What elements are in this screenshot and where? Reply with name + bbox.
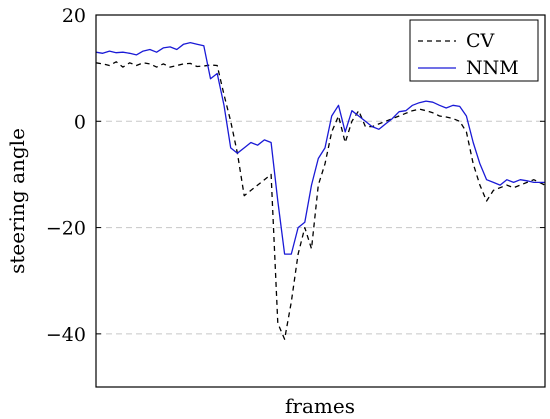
x-axis-label: frames	[285, 394, 355, 418]
series-line-cv	[95, 61, 546, 340]
legend-label-cv: CV	[466, 30, 495, 52]
y-axis-label: steering angle	[5, 128, 29, 274]
y-tick-label: −20	[46, 218, 86, 240]
series-line-nnm	[95, 41, 545, 255]
legend-label-nnm: NNM	[466, 57, 519, 79]
y-tick-label: −40	[46, 324, 86, 346]
y-tick-label: 20	[62, 5, 86, 27]
series-layer	[95, 41, 546, 340]
legend: CV NNM	[409, 19, 539, 82]
gridlines	[96, 120, 545, 335]
y-axis-ticks: −40 −20 0 20	[46, 5, 545, 346]
y-tick-label: 0	[74, 111, 86, 133]
plot-frame	[95, 14, 546, 388]
legend-box	[409, 19, 539, 82]
